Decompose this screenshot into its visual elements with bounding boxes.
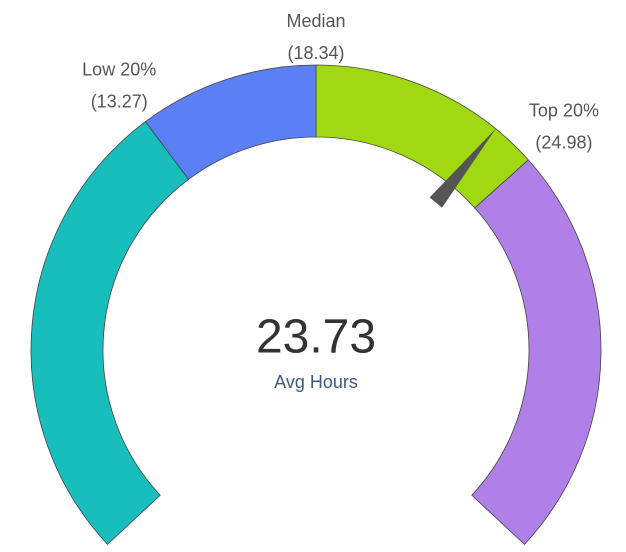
gauge-band [144,64,317,180]
band-label: Top 20% [529,101,599,121]
band-label: Low 20% [82,59,156,79]
band-label: Median [286,11,345,31]
gauge-band [30,121,190,545]
gauge-band [315,64,529,209]
band-value-label: (18.34) [287,43,344,63]
needle [429,128,497,208]
gauge-band [471,159,602,545]
band-value-label: (13.27) [91,91,148,111]
gauge-label: Avg Hours [274,372,358,392]
gauge-value: 23.73 [256,311,376,364]
band-value-label: (24.98) [535,133,592,153]
